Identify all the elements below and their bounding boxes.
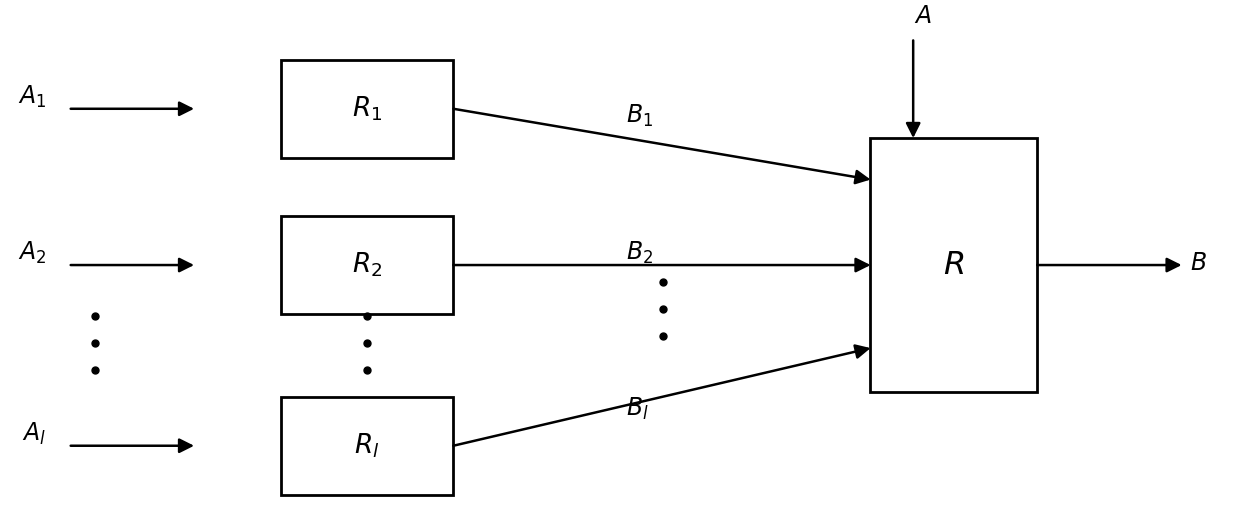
Text: $B$: $B$ (1190, 250, 1207, 274)
Text: $B_1$: $B_1$ (626, 103, 653, 129)
Text: $A_1$: $A_1$ (17, 83, 46, 110)
Bar (870, 138, 1037, 392)
Text: $B_l$: $B_l$ (626, 396, 649, 422)
Text: $A$: $A$ (914, 4, 931, 28)
Text: $B_2$: $B_2$ (626, 240, 653, 266)
Bar (280, 216, 454, 314)
Text: $A_2$: $A_2$ (17, 240, 46, 266)
Text: $R_1$: $R_1$ (352, 95, 382, 123)
Text: $R_l$: $R_l$ (355, 432, 379, 460)
Text: $R$: $R$ (942, 249, 963, 281)
Bar (280, 60, 454, 158)
Text: $A_l$: $A_l$ (22, 420, 46, 446)
Bar (280, 397, 454, 495)
Text: $R_2$: $R_2$ (352, 251, 382, 279)
